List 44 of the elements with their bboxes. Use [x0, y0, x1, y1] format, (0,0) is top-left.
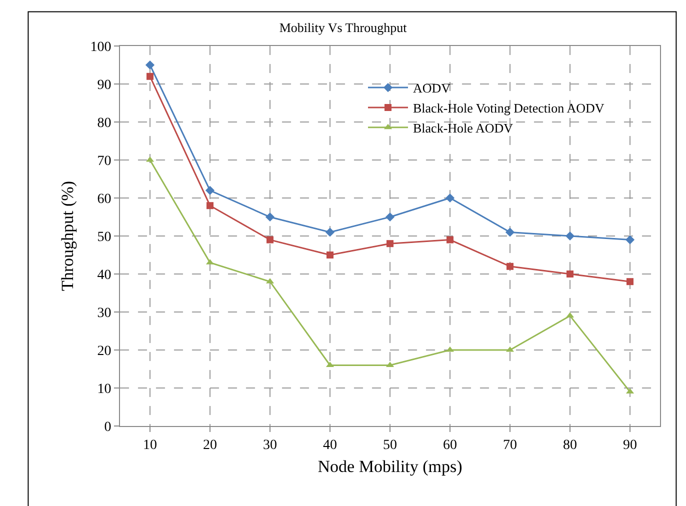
y-tick-label: 70	[97, 154, 112, 169]
legend-label: Black-Hole AODV	[413, 120, 514, 136]
y-tick-label: 30	[97, 306, 112, 321]
point	[206, 202, 214, 210]
point	[566, 270, 574, 278]
point	[505, 228, 515, 237]
y-tick-label: 100	[90, 40, 112, 55]
x-tick-label: 20	[203, 438, 217, 453]
y-axis-title: Throughput (%)	[58, 180, 77, 292]
point	[386, 240, 394, 248]
point	[326, 252, 334, 258]
y-tick-label: 90	[97, 78, 112, 93]
x-tick-label: 90	[623, 438, 637, 453]
chart-title: Mobility Vs Throughput	[279, 20, 408, 35]
y-tick-label: 50	[97, 230, 112, 245]
point	[565, 231, 575, 241]
x-tick-label: 40	[323, 438, 337, 453]
point	[385, 212, 395, 222]
point	[445, 193, 455, 203]
x-tick-label: 70	[503, 438, 517, 453]
x-tick-label: 50	[383, 438, 397, 453]
point	[506, 262, 514, 270]
y-tick-label: 10	[97, 382, 112, 397]
legend-label: AODV	[413, 80, 452, 96]
y-tick-label: 80	[97, 116, 112, 131]
y-tick-label: 60	[97, 192, 112, 207]
point	[446, 236, 454, 244]
point	[146, 72, 154, 80]
point	[265, 212, 275, 222]
y-tick-label: 0	[104, 420, 112, 435]
point	[625, 235, 635, 244]
legend-label: Black-Hole Voting Detection AODV	[413, 100, 605, 116]
y-tick-label: 40	[97, 268, 112, 283]
point	[626, 278, 634, 286]
point	[266, 236, 274, 244]
x-axis-title: Node Mobility (mps)	[318, 457, 462, 476]
point	[325, 228, 335, 237]
point	[205, 186, 215, 195]
x-tick-label: 60	[443, 438, 457, 453]
x-tick-label: 10	[143, 438, 157, 453]
x-tick-label: 30	[263, 438, 277, 453]
point	[145, 60, 155, 70]
y-tick-label: 20	[97, 344, 112, 359]
x-tick-label: 80	[563, 438, 577, 453]
